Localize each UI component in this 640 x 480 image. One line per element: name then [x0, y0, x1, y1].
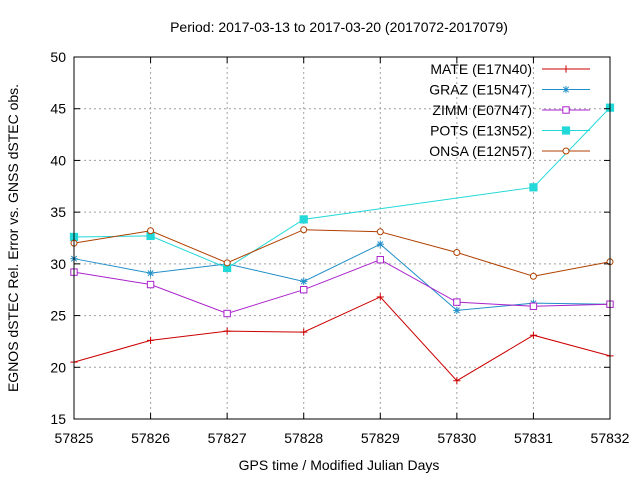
- series-line: [73, 296, 611, 382]
- legend-item: ZIMM (E07N47): [432, 102, 590, 118]
- data-point: [146, 336, 155, 344]
- y-tick-label: 15: [50, 411, 66, 427]
- legend-item: MATE (E17N40): [430, 61, 590, 77]
- series-line: [73, 259, 611, 315]
- y-tick-label: 45: [50, 101, 66, 117]
- data-point: [376, 240, 384, 248]
- data-point: [300, 226, 308, 234]
- series-layer: [69, 103, 615, 385]
- data-point: [529, 272, 537, 280]
- data-point: [300, 328, 308, 336]
- data-point: [146, 280, 155, 289]
- data-point: [299, 215, 308, 224]
- series-line: [73, 243, 611, 311]
- series-line: [73, 107, 611, 269]
- ticks: 57825 57826 57827 57828 57829 57830 57831 57832…: [50, 49, 629, 446]
- data-point: [453, 377, 461, 385]
- y-tick-label: 30: [50, 256, 66, 272]
- legend-label: POTS (E13N52): [430, 123, 532, 139]
- data-point: [453, 248, 461, 256]
- data-point: [529, 331, 538, 339]
- data-point: [376, 228, 384, 236]
- plot-frame: [73, 56, 611, 420]
- x-tick-label: 57829: [361, 430, 400, 446]
- legend-item: ONSA (E12N57): [429, 143, 590, 159]
- legend-label: ONSA (E12N57): [429, 143, 532, 159]
- legend-item: POTS (E13N52): [430, 123, 590, 139]
- grid: [74, 57, 610, 419]
- legend-label: GRAZ (E15N47): [429, 82, 532, 98]
- y-tick-label: 20: [50, 359, 66, 375]
- series-line: [73, 229, 611, 277]
- legend-marker: [561, 126, 571, 135]
- legend-item: GRAZ (E15N47): [429, 82, 590, 98]
- legend-marker: [562, 65, 570, 73]
- y-tick-label: 40: [50, 152, 66, 168]
- legend-label: MATE (E17N40): [430, 61, 532, 77]
- y-axis-label: EGNOS dSTEC Rel. Error vs. GNSS dSTEC ob…: [5, 84, 21, 392]
- x-tick-label: 57830: [437, 430, 476, 446]
- x-axis-label: GPS time / Modified Julian Days: [239, 457, 440, 473]
- series-zimm: [70, 256, 614, 318]
- legend: MATE (E17N40) GRAZ (E15N47) ZIMM (E07N47) P…: [429, 61, 590, 159]
- data-point: [223, 327, 231, 335]
- y-tick-label: 50: [50, 49, 66, 65]
- legend-marker: [562, 147, 570, 155]
- x-tick-label: 57831: [514, 430, 553, 446]
- data-point: [223, 259, 231, 267]
- data-point: [300, 286, 308, 294]
- legend-marker: [562, 85, 570, 94]
- x-tick-label: 57826: [131, 430, 170, 446]
- x-tick-label: 57827: [208, 430, 247, 446]
- data-point: [453, 306, 461, 314]
- data-point: [453, 298, 461, 306]
- data-point: [300, 277, 308, 286]
- data-point: [529, 183, 538, 192]
- data-point: [146, 269, 155, 277]
- data-point: [223, 309, 231, 318]
- data-point: [529, 302, 538, 310]
- x-tick-label: 57832: [591, 430, 630, 446]
- series-pots: [69, 103, 615, 273]
- x-tick-label: 57828: [284, 430, 323, 446]
- data-point: [376, 256, 384, 264]
- x-tick-label: 57825: [55, 430, 94, 446]
- chart-title: Period: 2017-03-13 to 2017-03-20 (201707…: [170, 19, 508, 35]
- y-tick-label: 25: [50, 308, 66, 324]
- data-point: [147, 227, 155, 235]
- legend-marker: [562, 106, 570, 114]
- legend-label: ZIMM (E07N47): [432, 102, 532, 118]
- data-point: [376, 293, 384, 301]
- y-tick-label: 35: [50, 204, 66, 220]
